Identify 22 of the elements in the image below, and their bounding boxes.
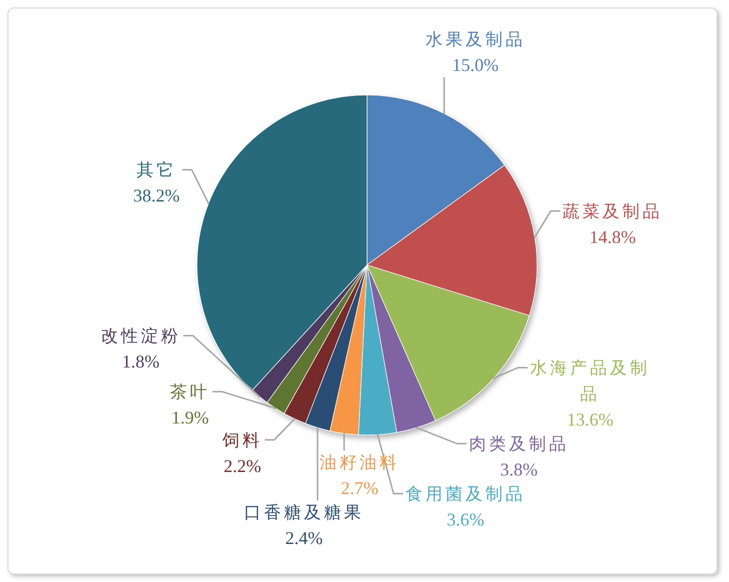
- slice-label: 食用菌及制品: [406, 484, 526, 504]
- slice-label: 茶叶: [170, 382, 210, 402]
- slice-label: 肉类及制品: [468, 434, 569, 454]
- data-label: 38.2%: [133, 186, 180, 206]
- slice-label: 蔬菜及制品: [562, 202, 663, 222]
- slice-label: 水海产品及制品: [530, 358, 650, 404]
- data-label: 3.6%: [446, 510, 484, 530]
- data-label: 14.8%: [589, 227, 636, 248]
- data-label: 15.0%: [452, 54, 499, 75]
- data-label: 2.2%: [224, 456, 262, 476]
- data-label: 1.8%: [122, 352, 160, 372]
- slice-label: 水果及制品: [425, 30, 526, 49]
- data-label: 2.7%: [340, 478, 378, 498]
- slice-label: 口香糖及糖果: [244, 503, 364, 522]
- slice-label: 饲料: [221, 430, 262, 450]
- slice-label: 其它: [136, 160, 177, 180]
- slice-label: 油籽油料: [320, 453, 400, 472]
- slice-label: 改性淀粉: [100, 326, 181, 346]
- data-label: 1.9%: [171, 408, 209, 428]
- data-label: 13.6%: [566, 410, 614, 430]
- data-label: 3.8%: [500, 460, 538, 480]
- data-label: 2.4%: [285, 528, 323, 548]
